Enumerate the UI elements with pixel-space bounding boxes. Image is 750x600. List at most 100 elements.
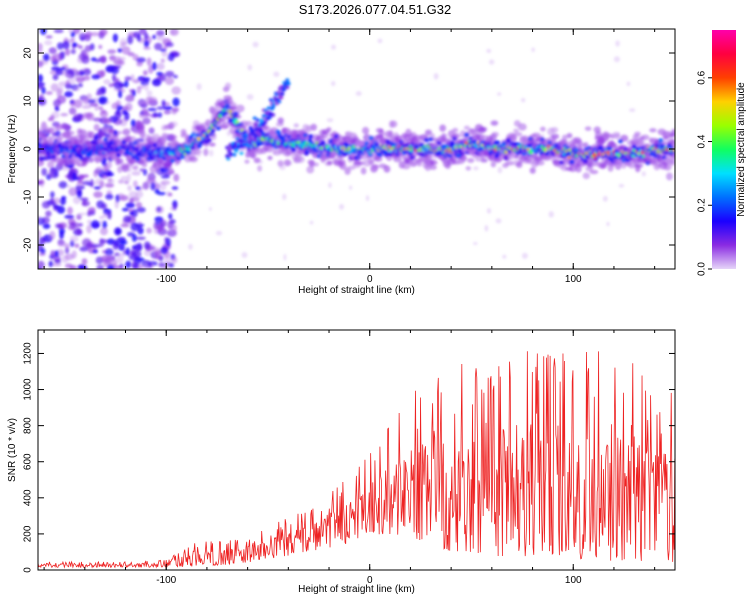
heatmap-cell: [114, 77, 120, 83]
heatmap-cell: [602, 195, 608, 202]
heatmap-cell: [253, 135, 258, 140]
heatmap-cell: [377, 38, 383, 44]
heatmap-cell: [50, 83, 59, 92]
heatmap-cell: [360, 167, 367, 175]
heatmap-cell: [172, 97, 180, 107]
heatmap-cell: [156, 191, 166, 196]
heatmap-cell: [160, 247, 168, 255]
heatmap-cell: [120, 223, 130, 228]
heatmap-cell: [208, 149, 214, 157]
heatmap-cell: [495, 140, 501, 145]
heatmap-cell: [167, 52, 175, 62]
heatmap-cell: [96, 264, 104, 269]
heatmap-cell: [109, 133, 115, 140]
snr-y-tick-label-2: 400: [23, 489, 34, 506]
heatmap-cell: [347, 165, 356, 171]
heatmap-cell: [106, 160, 113, 169]
heatmap-cell: [164, 256, 172, 265]
heatmap-cell: [139, 111, 146, 119]
heatmap-cell: [140, 132, 146, 140]
snr-x-tick-label-2: 100: [565, 575, 582, 586]
heatmap-cell: [98, 44, 103, 49]
snr-y-tick-label-6: 1200: [23, 342, 34, 365]
heatmap-cell: [188, 243, 193, 250]
heatmap-cell: [393, 155, 402, 163]
heatmap-cell: [629, 108, 636, 113]
heatmap-cell: [115, 99, 122, 107]
heatmap-cell: [50, 191, 55, 198]
heatmap-cell: [90, 220, 101, 229]
heatmap-cell: [196, 83, 202, 91]
heatmap-cell: [611, 142, 617, 150]
heatmap-cell: [58, 222, 68, 229]
heatmap-cell: [42, 223, 51, 229]
heatmap-cell: [631, 144, 637, 149]
heatmap-cell: [283, 159, 291, 167]
spectrogram-x-tick-label-1: 0: [367, 274, 373, 285]
heatmap-cell: [155, 249, 162, 258]
heatmap-cell: [38, 84, 45, 90]
heatmap-cell: [606, 221, 610, 227]
heatmap-cell: [461, 154, 468, 162]
heatmap-cell: [74, 29, 82, 33]
heatmap-cell: [276, 99, 282, 104]
heatmap-cell: [424, 165, 431, 171]
heatmap-cell: [62, 40, 70, 50]
heatmap-cell: [296, 141, 300, 145]
heatmap-cell: [513, 128, 519, 133]
heatmap-cell: [262, 120, 268, 125]
heatmap-cell: [326, 127, 332, 132]
heatmap-cell: [133, 79, 140, 84]
heatmap-cell: [154, 42, 163, 51]
heatmap-cell: [76, 189, 83, 199]
colorbar-tick-label-0: 0.0: [697, 262, 708, 276]
heatmap-cell: [72, 42, 78, 48]
heatmap-cell: [54, 250, 59, 258]
heatmap-cell: [171, 186, 179, 190]
heatmap-cell: [99, 29, 108, 36]
heatmap-cell: [153, 183, 161, 190]
heatmap-cell: [40, 29, 47, 36]
heatmap-cell: [73, 86, 81, 92]
heatmap-cell: [92, 249, 99, 254]
heatmap-cell: [167, 166, 174, 172]
heatmap-cell: [223, 110, 229, 116]
heatmap-cell: [68, 107, 77, 115]
heatmap-cell: [136, 242, 143, 252]
spectrogram-y-tick-label-1: 10: [23, 95, 34, 107]
heatmap-cell: [161, 51, 168, 57]
heatmap-cell: [235, 104, 245, 113]
snr-y-tick-label-5: 1000: [23, 378, 34, 401]
heatmap-cell: [73, 99, 83, 109]
heatmap-cell: [161, 126, 168, 130]
heatmap-cell: [613, 56, 620, 63]
heatmap-cell: [60, 122, 69, 129]
heatmap-cell: [69, 235, 79, 243]
heatmap-cell: [107, 49, 115, 55]
heatmap-cell: [241, 252, 248, 259]
heatmap-cell: [83, 174, 89, 178]
heatmap-cell: [88, 131, 95, 140]
heatmap-cell: [48, 127, 55, 134]
heatmap-cell: [69, 100, 75, 104]
spectrogram-heatmap: [38, 29, 675, 269]
heatmap-cell: [79, 174, 85, 181]
heatmap-cell: [309, 160, 316, 168]
heatmap-cell: [626, 81, 631, 87]
heatmap-cell: [429, 164, 437, 170]
heatmap-cell: [465, 166, 472, 171]
heatmap-cell: [93, 136, 99, 141]
heatmap-cell: [79, 246, 89, 252]
heatmap-cell: [584, 126, 592, 131]
heatmap-cell: [309, 220, 314, 225]
heatmap-cell: [120, 176, 129, 181]
heatmap-cell: [56, 95, 67, 104]
heatmap-cell: [618, 183, 625, 188]
heatmap-cell: [131, 245, 137, 249]
heatmap-cell: [89, 32, 100, 37]
heatmap-cell: [44, 40, 53, 46]
heatmap-cell: [121, 46, 131, 55]
heatmap-cell: [48, 260, 54, 268]
heatmap-cell: [126, 232, 136, 237]
